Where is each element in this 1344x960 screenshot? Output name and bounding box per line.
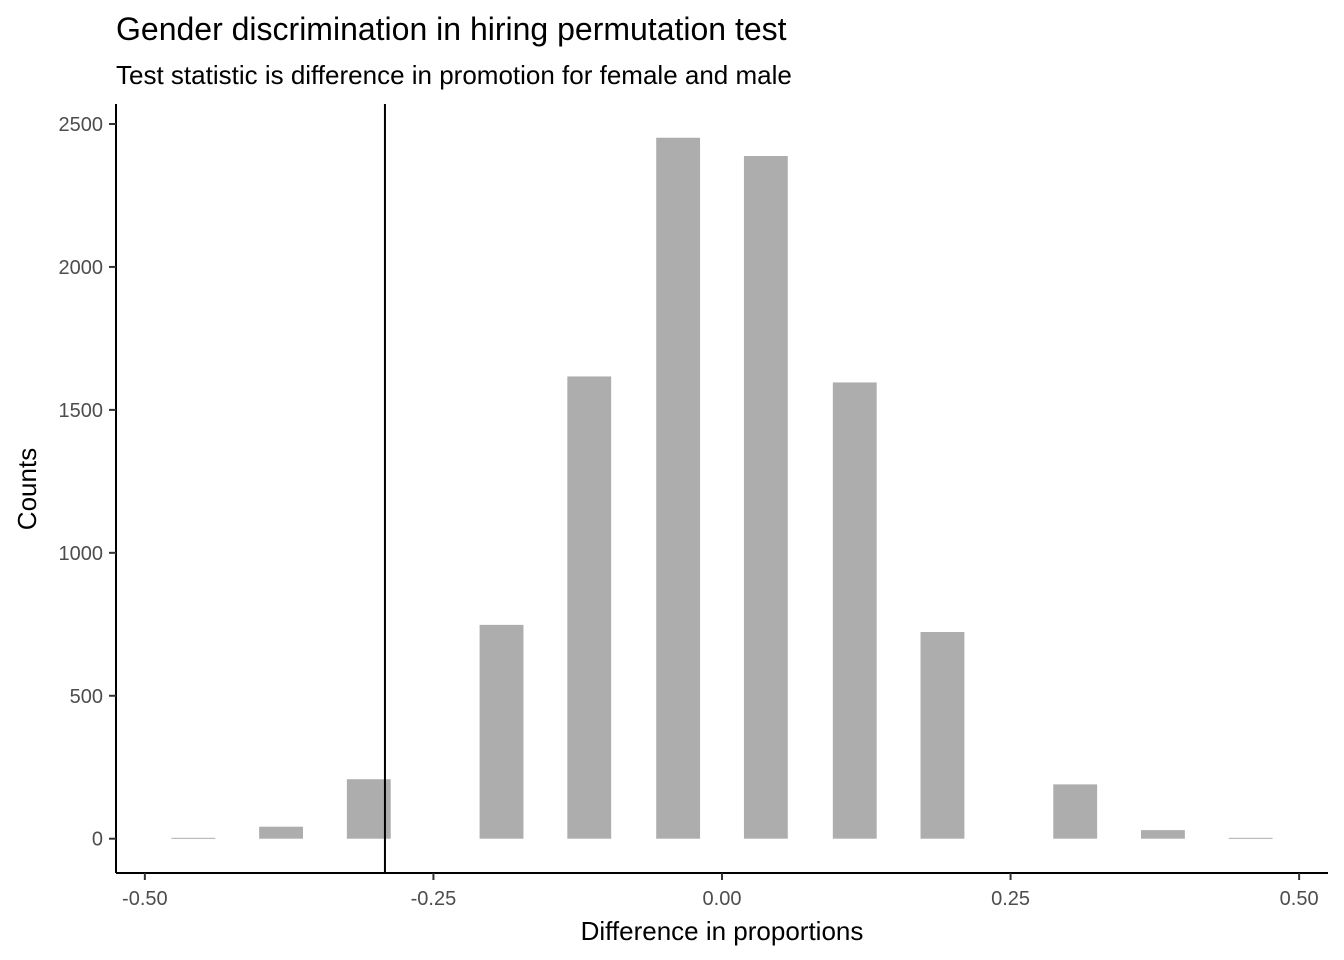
x-tick-label: 0.00 [703, 888, 742, 910]
x-tick-label: 0.25 [991, 888, 1030, 910]
y-tick-label: 0 [92, 829, 103, 851]
bars-group [171, 137, 1273, 839]
histogram-bar-6 [656, 137, 701, 839]
y-ticks-group: 0 500 1000 1500 2000 2500 [59, 114, 116, 851]
histogram-bar-1 [171, 837, 216, 839]
y-tick-label: 1500 [59, 400, 104, 422]
histogram-bar-11 [1141, 830, 1185, 839]
histogram-bar-10 [1053, 784, 1098, 839]
histogram-bar-8 [832, 382, 877, 839]
x-tick-label: 0.50 [1280, 888, 1319, 910]
x-tick-label: -0.25 [411, 888, 457, 910]
histogram-bar-7 [743, 156, 788, 839]
y-axis-title: Counts [12, 448, 42, 530]
y-tick-label: 2500 [59, 114, 104, 136]
histogram-bar-3 [346, 779, 391, 839]
y-tick-label: 1000 [59, 543, 104, 565]
x-tick-label: -0.50 [122, 888, 168, 910]
histogram-bar-2 [259, 826, 303, 839]
histogram-bar-4 [479, 624, 524, 839]
chart-subtitle: Test statistic is difference in promotio… [116, 60, 792, 90]
histogram-bar-9 [920, 632, 965, 839]
y-tick-label: 500 [70, 686, 103, 708]
histogram-bar-5 [567, 376, 612, 839]
x-axis-title: Difference in proportions [581, 916, 864, 946]
x-ticks-group: -0.50 -0.25 0.00 0.25 0.50 [122, 873, 1319, 910]
histogram-bar-12 [1228, 837, 1273, 839]
chart-title: Gender discrimination in hiring permutat… [116, 11, 787, 47]
y-tick-label: 2000 [59, 257, 104, 279]
